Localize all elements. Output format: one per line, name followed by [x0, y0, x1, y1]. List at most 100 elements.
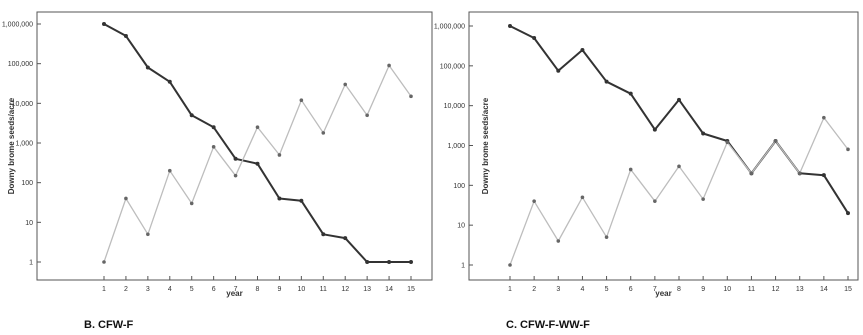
data-point-dark	[211, 125, 216, 130]
x-tick-label: 11	[320, 286, 327, 293]
data-point-light	[233, 173, 238, 178]
x-tick-label: 2	[124, 286, 128, 293]
y-tick-label: 100,000	[8, 61, 33, 68]
data-point-dark	[277, 196, 282, 201]
data-point-dark	[321, 232, 326, 237]
x-tick-label: 8	[677, 286, 681, 293]
data-point-light	[299, 98, 304, 102]
y-tick-label: 1,000	[447, 143, 465, 150]
data-point-light	[532, 199, 536, 203]
y-tick-label: 1	[461, 263, 465, 270]
data-point-dark	[387, 260, 392, 264]
plot-frame	[468, 11, 859, 281]
data-point-light	[653, 199, 657, 203]
panel-caption: B. CFW-F	[84, 319, 134, 331]
data-point-dark	[532, 35, 537, 40]
x-tick-label: 7	[234, 286, 238, 293]
x-tick-label: 10	[723, 286, 731, 293]
data-point-light	[604, 235, 609, 239]
data-point-light	[365, 113, 369, 118]
data-point-dark	[189, 113, 194, 118]
x-axis-title: year	[655, 289, 671, 298]
data-point-dark	[604, 79, 609, 84]
data-point-light	[102, 260, 106, 264]
y-tick-label: 1,000,000	[2, 22, 33, 29]
data-point-light	[146, 232, 150, 237]
data-point-dark	[365, 260, 370, 264]
y-tick-label: 1,000	[15, 141, 33, 148]
x-tick-label: 3	[556, 286, 560, 293]
y-tick-label: 100	[21, 180, 33, 187]
x-tick-label: 14	[385, 286, 393, 293]
y-tick-label: 1	[29, 260, 33, 267]
x-tick-label: 10	[297, 286, 305, 293]
data-point-light	[343, 82, 348, 87]
data-point-light	[677, 164, 681, 169]
y-axis-title: Downy brome seeds/acre	[7, 97, 16, 194]
y-tick-label: 1,000,000	[434, 24, 465, 31]
x-tick-label: 4	[580, 286, 584, 293]
data-point-light	[387, 63, 391, 68]
x-tick-label: 13	[363, 286, 371, 293]
panel-caption: C. CFW-F-WW-F	[506, 319, 590, 331]
data-point-dark	[343, 236, 348, 241]
data-point-light	[797, 171, 802, 176]
data-point-dark	[821, 173, 826, 178]
y-tick-label: 10	[25, 220, 33, 227]
x-tick-label: 5	[605, 286, 609, 293]
data-point-light	[321, 131, 326, 135]
x-tick-label: 15	[844, 286, 852, 293]
x-tick-label: 11	[748, 286, 755, 293]
x-tick-label: 4	[168, 286, 172, 293]
x-tick-label: 3	[146, 286, 150, 293]
data-point-light	[277, 153, 282, 157]
series-line-light	[509, 117, 849, 266]
plot-frame	[36, 11, 433, 281]
y-tick-label: 100,000	[440, 63, 465, 70]
x-tick-label: 8	[256, 286, 260, 293]
data-point-light	[580, 195, 585, 200]
data-point-dark	[233, 156, 238, 161]
data-point-dark	[508, 24, 512, 28]
y-axis-title: Downy brome seeds/acre	[481, 97, 490, 194]
data-point-dark	[580, 47, 585, 52]
series-line-dark	[509, 25, 849, 214]
x-tick-label: 5	[190, 286, 194, 293]
data-point-dark	[677, 97, 681, 102]
data-point-dark	[701, 131, 706, 136]
x-tick-label: 12	[341, 286, 349, 293]
y-tick-label: 10,000	[444, 103, 466, 110]
data-point-light	[211, 145, 216, 149]
data-point-dark	[556, 68, 561, 73]
x-tick-label: 1	[508, 286, 512, 293]
data-point-light	[189, 201, 194, 206]
data-point-light	[409, 94, 413, 99]
data-point-dark	[652, 127, 657, 132]
x-tick-label: 14	[820, 286, 828, 293]
data-point-dark	[145, 65, 150, 70]
data-point-dark	[628, 91, 633, 96]
x-tick-label: 9	[701, 286, 705, 293]
data-point-light	[556, 239, 561, 243]
x-tick-label: 7	[653, 286, 657, 293]
data-point-dark	[167, 79, 172, 84]
data-point-dark	[409, 260, 413, 264]
x-axis-title: year	[226, 289, 242, 298]
x-tick-label: 6	[212, 286, 216, 293]
data-point-light	[255, 125, 260, 130]
y-tick-label: 10	[457, 223, 465, 230]
data-point-light	[749, 171, 754, 176]
data-point-light	[846, 147, 850, 152]
x-tick-label: 1	[102, 286, 106, 293]
data-point-light	[628, 167, 633, 172]
data-point-dark	[299, 198, 304, 203]
data-point-light	[508, 263, 512, 267]
data-point-light	[701, 197, 705, 201]
x-tick-label: 2	[532, 286, 536, 293]
data-point-light	[822, 115, 826, 120]
data-point-light	[725, 140, 730, 145]
x-tick-label: 6	[629, 286, 633, 293]
